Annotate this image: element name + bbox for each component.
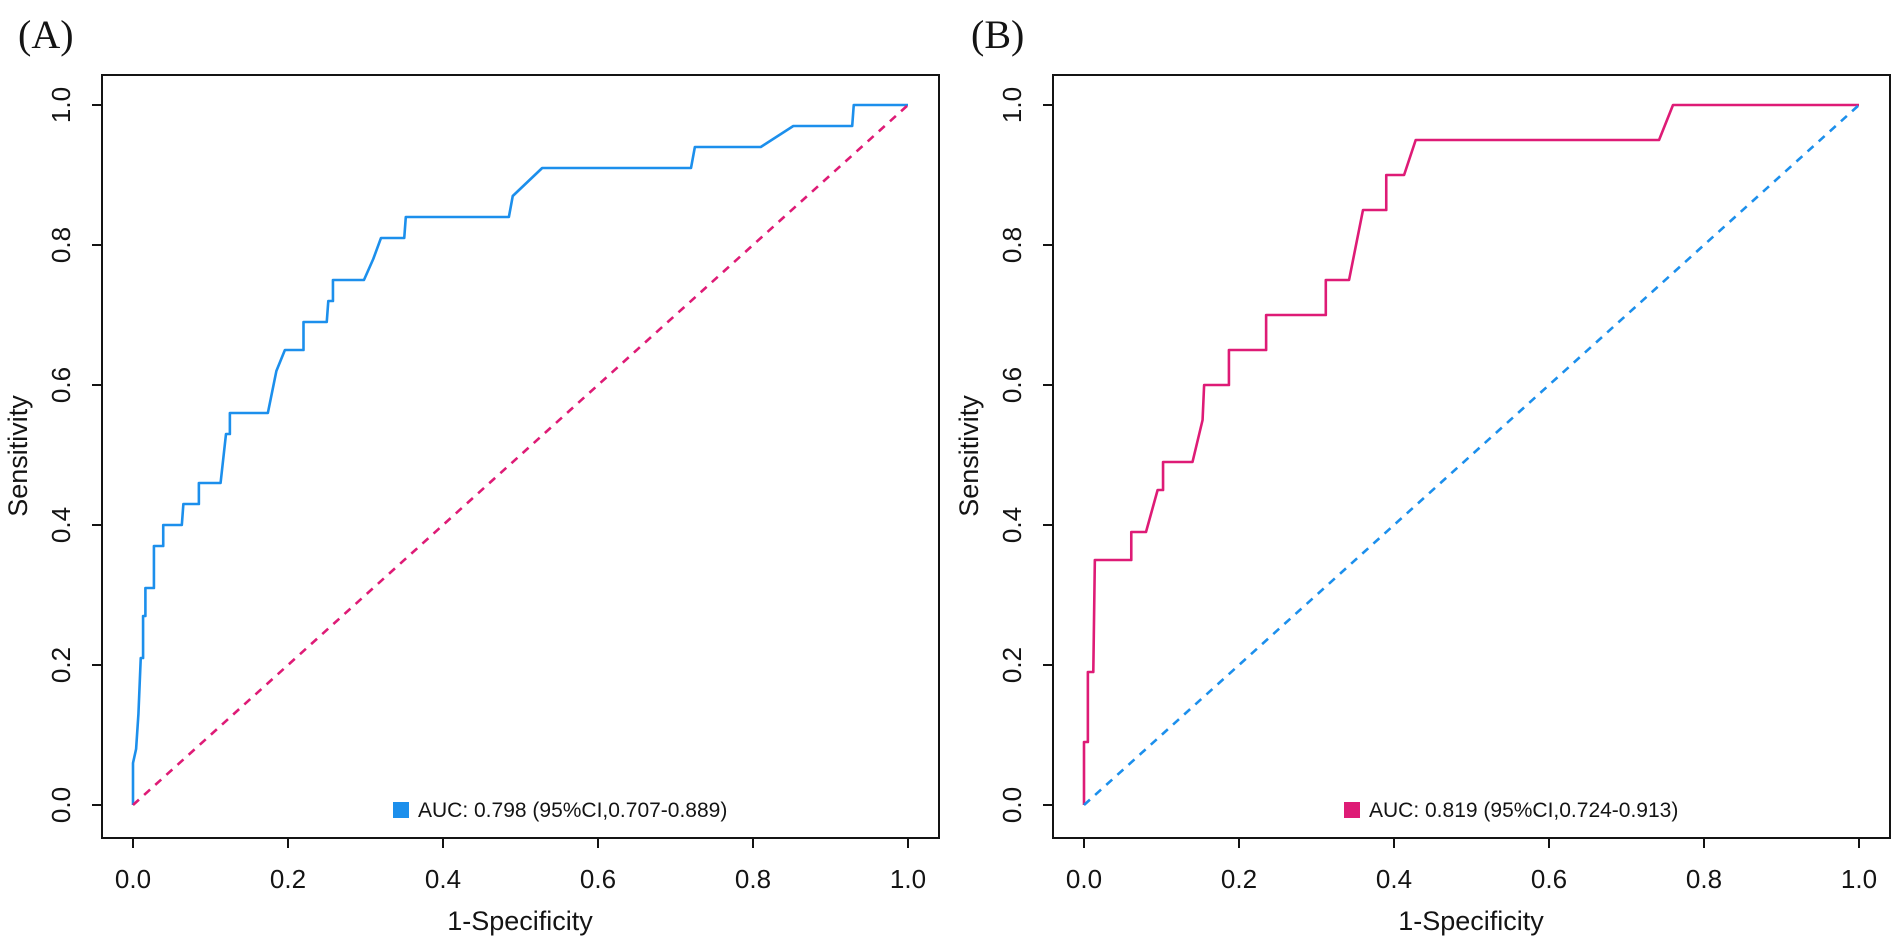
- y-tick-label: 0.8: [46, 227, 76, 263]
- x-tick-label: 0.6: [1531, 864, 1567, 894]
- reference-diagonal: [1083, 104, 1860, 806]
- plot-area-border: [1052, 74, 1891, 839]
- y-tick-label: 0.2: [46, 647, 76, 683]
- x-axis-label: 1-Specificity: [1398, 906, 1544, 936]
- x-axis-label: 1-Specificity: [447, 906, 593, 936]
- x-tick-label: 0.0: [1066, 864, 1102, 894]
- legend: AUC: 0.798 (95%CI,0.707-0.889): [393, 799, 727, 822]
- y-tick-label: 0.6: [997, 367, 1027, 403]
- y-tick-label: 0.2: [997, 647, 1027, 683]
- roc-chart-b: (B) 0.0 0.2 0.4 0.6 0.8 1.0 0.0 0.2 0.4 0.6 0.8 1.0…: [954, 12, 1891, 936]
- y-tick-label: 0.0: [997, 787, 1027, 823]
- legend-marker-square: [1344, 802, 1360, 818]
- x-tick-label: 0.2: [1221, 864, 1257, 894]
- x-tick-label: 0.8: [1686, 864, 1722, 894]
- y-axis-label: Sensitivity: [954, 395, 984, 517]
- y-tick-label: 1.0: [997, 87, 1027, 123]
- panel-a-label: (A): [18, 12, 74, 57]
- y-tick-label: 0.0: [46, 787, 76, 823]
- panel-a: (A) 0.0 0.2 0.4 0.6 0.8 1.0 0.0 0.2 0.4 0.6 0.8 1.0…: [3, 12, 940, 936]
- legend-label: AUC: 0.798 (95%CI,0.707-0.889): [418, 799, 727, 822]
- y-tick-label: 0.8: [997, 227, 1027, 263]
- roc-curve: [131, 103, 908, 805]
- x-tick-label: 0.8: [735, 864, 771, 894]
- y-tick-label: 0.4: [46, 507, 76, 543]
- panel-b-label: (B): [971, 12, 1024, 57]
- x-tick-label: 1.0: [890, 864, 926, 894]
- x-tick-label: 0.6: [580, 864, 616, 894]
- y-axis-label: Sensitivity: [3, 395, 33, 517]
- reference-diagonal: [132, 104, 909, 806]
- legend-marker-square: [393, 802, 409, 818]
- y-tick-label: 0.4: [997, 507, 1027, 543]
- x-tick-label: 0.2: [270, 864, 306, 894]
- x-tick-label: 1.0: [1841, 864, 1877, 894]
- plot-area-border: [101, 74, 940, 839]
- axis-ticks: 0.0 0.2 0.4 0.6 0.8 1.0 0.0 0.2 0.4 0.6 0.8 1.0: [46, 87, 926, 894]
- x-tick-label: 0.4: [1376, 864, 1412, 894]
- x-tick-label: 0.4: [425, 864, 461, 894]
- x-tick-label: 0.0: [115, 864, 151, 894]
- roc-chart-a: (A) 0.0 0.2 0.4 0.6 0.8 1.0 0.0 0.2 0.4 0.6 0.8 1.0…: [3, 12, 940, 936]
- roc-curves: [1082, 103, 1860, 806]
- roc-curve: [1082, 103, 1859, 805]
- legend-label: AUC: 0.819 (95%CI,0.724-0.913): [1369, 799, 1678, 822]
- y-tick-label: 1.0: [46, 87, 76, 123]
- panel-b: (B) 0.0 0.2 0.4 0.6 0.8 1.0 0.0 0.2 0.4 0.6 0.8 1.0…: [951, 0, 1902, 943]
- legend: AUC: 0.819 (95%CI,0.724-0.913): [1344, 799, 1678, 822]
- y-tick-label: 0.6: [46, 367, 76, 403]
- axis-ticks: 0.0 0.2 0.4 0.6 0.8 1.0 0.0 0.2 0.4 0.6 0.8 1.0: [997, 87, 1877, 894]
- roc-curves: [131, 103, 909, 806]
